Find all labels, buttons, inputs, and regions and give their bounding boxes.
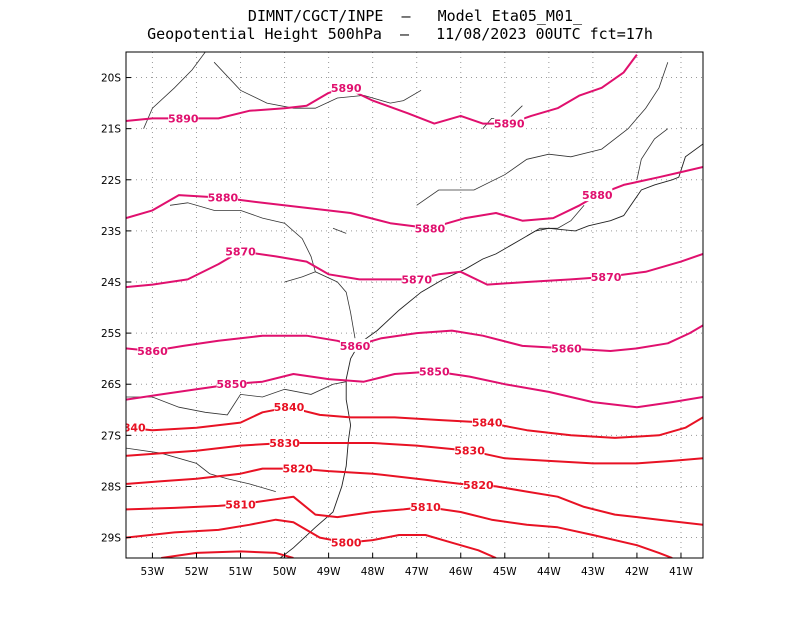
lat-tick-label: 27S [101, 430, 121, 442]
chart-title-line2: Geopotential Height 500hPa – 11/08/2023 … [147, 25, 653, 43]
contour-line-5810 [126, 495, 673, 558]
contour-line-5790 [161, 550, 294, 558]
graticule [126, 52, 703, 558]
state-border [284, 271, 316, 283]
contour-line-5890 [126, 54, 638, 125]
contour-label-5860: 5860 [137, 345, 168, 358]
contour-label-5810: 5810 [410, 501, 441, 514]
chart-title-line1: DIMNT/CGCT/INPE – Model Eta05_M01_ [247, 7, 583, 25]
lon-tick-label: 45W [493, 566, 517, 578]
lon-tick-label: 43W [581, 566, 605, 578]
state-border [332, 227, 347, 234]
contour-label-5840: 5840 [115, 422, 146, 435]
contour-label-bg [410, 499, 441, 513]
contour-label-bg [591, 269, 622, 283]
lon-tick-label: 51W [229, 566, 253, 578]
height-contours [126, 54, 703, 558]
contour-label-5870: 5870 [225, 245, 256, 258]
contour-label-5890: 5890 [168, 112, 199, 125]
lat-tick-label: 29S [101, 533, 121, 545]
state-border [636, 128, 669, 180]
plot-frame [125, 51, 704, 559]
contour-label-bg [273, 400, 304, 414]
lat-tick-label: 21S [101, 124, 121, 136]
contour-label-bg [401, 272, 432, 286]
state-border [143, 52, 206, 129]
contour-line-5830 [126, 442, 703, 465]
contour-label-5830: 5830 [269, 437, 300, 450]
state-border [213, 61, 422, 109]
contour-label-5840: 5840 [472, 417, 503, 430]
contour-label-bg [331, 80, 362, 94]
contour-label-bg [137, 344, 168, 357]
lat-tick-label: 23S [101, 226, 121, 238]
lon-tick-label: 48W [361, 566, 385, 578]
contour-line-5820 [126, 467, 703, 526]
contour-label-bg [225, 497, 256, 511]
contour-label-bg [269, 436, 300, 449]
contour-label-5860: 5860 [551, 342, 582, 355]
contour-line-5850 [126, 370, 703, 409]
contour-label-5820: 5820 [282, 463, 313, 476]
lat-tick-label: 25S [101, 328, 121, 340]
contour-label-5860: 5860 [340, 340, 371, 353]
contour-label-bg [494, 116, 525, 130]
contour-label-bg [414, 221, 445, 235]
contour-label-5890: 5890 [331, 82, 362, 95]
contour-label-bg [551, 341, 582, 355]
contour-label-bg [582, 188, 613, 202]
lon-tick-label: 47W [405, 566, 429, 578]
contour-labels: 5890 5890 5890 5880 5880 5880 5870 5870 5870 5860… [115, 80, 622, 550]
lat-tick-label: 24S [101, 277, 121, 289]
contour-line-5800 [126, 518, 497, 558]
contour-label-5870: 5870 [401, 273, 432, 286]
axis-ticks: 53W 52W 51W 50W 49W 48W 47W 46W 45W 44W 43W 42W 41W 2… [101, 73, 693, 578]
contour-label-5800: 5800 [331, 537, 362, 550]
contour-label-bg [168, 111, 199, 125]
contour-label-bg [331, 535, 362, 549]
contour-label-bg [419, 364, 450, 378]
contour-label-5870: 5870 [591, 271, 622, 284]
lon-tick-label: 44W [537, 566, 561, 578]
lon-tick-label: 42W [625, 566, 649, 578]
contour-label-bg [207, 190, 238, 204]
lon-tick-label: 50W [273, 566, 297, 578]
coastline [279, 143, 703, 558]
contour-label-bg [282, 461, 313, 475]
state-border [169, 202, 356, 339]
lat-tick-label: 26S [101, 379, 121, 391]
contour-line-5860 [126, 324, 703, 352]
lat-tick-label: 22S [101, 175, 121, 187]
contour-line-5840 [126, 406, 703, 439]
contour-label-5850: 5850 [419, 365, 450, 378]
contour-label-5810: 5810 [225, 498, 256, 511]
contour-label-5820: 5820 [463, 479, 494, 492]
contour-label-5840: 5840 [274, 401, 305, 414]
contour-label-5880: 5880 [582, 189, 613, 202]
state-border [126, 381, 347, 416]
contour-label-bg [225, 244, 256, 258]
lon-tick-label: 41W [669, 566, 693, 578]
contour-label-5830: 5830 [454, 445, 485, 458]
political-boundaries [126, 52, 703, 558]
lon-tick-label: 46W [449, 566, 473, 578]
lat-tick-label: 20S [101, 73, 121, 85]
lon-tick-label: 53W [141, 566, 165, 578]
state-border [416, 62, 669, 206]
contour-label-bg [472, 415, 503, 429]
contour-label-bg [216, 377, 247, 391]
contour-label-5880: 5880 [208, 192, 239, 205]
contour-label-bg [340, 338, 371, 352]
contour-label-5880: 5880 [415, 222, 446, 235]
lon-tick-label: 49W [317, 566, 341, 578]
contour-label-5890: 5890 [494, 118, 525, 131]
contour-label-bg [126, 420, 146, 434]
lon-tick-label: 52W [185, 566, 209, 578]
contour-label-bg [463, 477, 494, 491]
contour-label-5850: 5850 [216, 378, 247, 391]
lat-tick-label: 28S [101, 481, 121, 493]
contour-label-bg [454, 443, 485, 457]
